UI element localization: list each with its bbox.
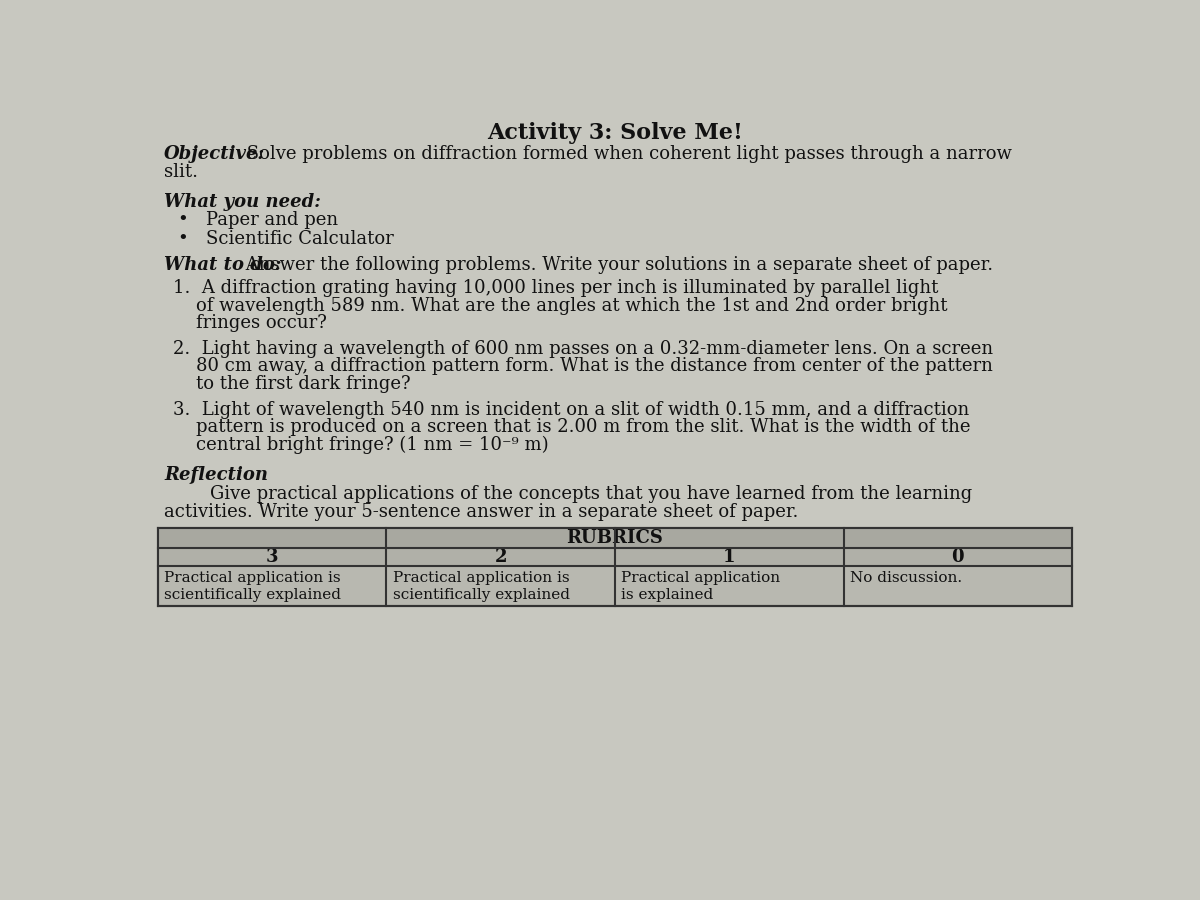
- Text: 80 cm away, a diffraction pattern form. What is the distance from center of the : 80 cm away, a diffraction pattern form. …: [173, 357, 994, 375]
- Text: What you need:: What you need:: [164, 193, 320, 211]
- Text: 2: 2: [494, 548, 506, 566]
- Text: to the first dark fringe?: to the first dark fringe?: [173, 375, 410, 393]
- Text: Practical application: Practical application: [622, 571, 780, 585]
- Text: fringes occur?: fringes occur?: [173, 314, 328, 332]
- Text: scientifically explained: scientifically explained: [392, 588, 570, 602]
- Text: Objective:: Objective:: [164, 145, 265, 163]
- Text: Reflection: Reflection: [164, 466, 268, 484]
- Text: Solve problems on diffraction formed when coherent light passes through a narrow: Solve problems on diffraction formed whe…: [241, 145, 1013, 163]
- Text: scientifically explained: scientifically explained: [164, 588, 341, 602]
- Text: Practical application is: Practical application is: [392, 571, 569, 585]
- Text: Activity 3: Solve Me!: Activity 3: Solve Me!: [487, 122, 743, 144]
- Text: RUBRICS: RUBRICS: [566, 528, 664, 546]
- Text: What to do:: What to do:: [164, 256, 282, 274]
- Text: Answer the following problems. Write your solutions in a separate sheet of paper: Answer the following problems. Write you…: [240, 256, 994, 274]
- Text: activities. Write your 5-sentence answer in a separate sheet of paper.: activities. Write your 5-sentence answer…: [164, 503, 798, 521]
- Text: Practical application is: Practical application is: [164, 571, 341, 585]
- Bar: [157, 527, 1073, 607]
- Bar: [157, 548, 1073, 566]
- Text: 1.  A diffraction grating having 10,000 lines per inch is illuminated by paralle: 1. A diffraction grating having 10,000 l…: [173, 279, 938, 297]
- Bar: [157, 527, 1073, 548]
- Text: slit.: slit.: [164, 164, 198, 182]
- Text: pattern is produced on a screen that is 2.00 m from the slit. What is the width : pattern is produced on a screen that is …: [173, 418, 971, 436]
- Text: 3: 3: [266, 548, 278, 566]
- Text: •   Paper and pen: • Paper and pen: [178, 212, 338, 230]
- Text: 3.  Light of wavelength 540 nm is incident on a slit of width 0.15 mm, and a dif: 3. Light of wavelength 540 nm is inciden…: [173, 400, 970, 418]
- Text: •   Scientific Calculator: • Scientific Calculator: [178, 230, 394, 248]
- Text: 0: 0: [952, 548, 965, 566]
- Text: Give practical applications of the concepts that you have learned from the learn: Give practical applications of the conce…: [164, 484, 972, 502]
- Text: central bright fringe? (1 nm = 10⁻⁹ m): central bright fringe? (1 nm = 10⁻⁹ m): [173, 436, 548, 454]
- Text: is explained: is explained: [622, 588, 714, 602]
- Text: of wavelength 589 nm. What are the angles at which the 1st and 2nd order bright: of wavelength 589 nm. What are the angle…: [173, 297, 948, 315]
- Text: 1: 1: [724, 548, 736, 566]
- Text: No discussion.: No discussion.: [850, 571, 962, 585]
- Text: 2.  Light having a wavelength of 600 nm passes on a 0.32-mm-diameter lens. On a : 2. Light having a wavelength of 600 nm p…: [173, 340, 994, 358]
